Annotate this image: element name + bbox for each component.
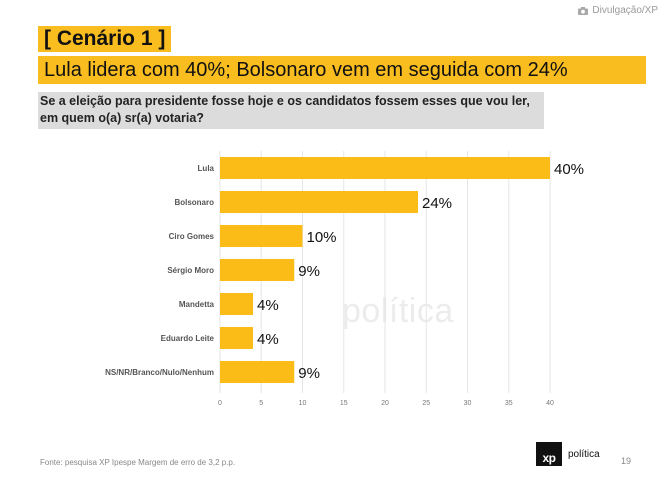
category-label: NS/NR/Branco/Nulo/Nenhum (105, 368, 214, 377)
bar (220, 259, 295, 281)
photo-credit: Divulgação/XP (578, 5, 658, 16)
watermark-text: política (342, 292, 454, 330)
category-label: Eduardo Leite (161, 334, 215, 343)
x-tick-label: 15 (340, 400, 348, 407)
data-label: 10% (307, 229, 337, 246)
xp-logo-mark: xp (536, 442, 562, 466)
bar-chart: 0 5 10 15 20 25 30 35 40 Lula 40% Bolsonaro 24% Ciro … (105, 151, 584, 407)
bar (220, 191, 418, 213)
x-tick-label: 5 (259, 400, 263, 407)
xp-logo-text: política (568, 448, 600, 460)
page-number: 19 (621, 456, 632, 466)
scenario-label: [ Cenário 1 ] (38, 26, 172, 52)
x-tick-label: 30 (464, 400, 472, 407)
survey-question: Se a eleição para presidente fosse hoje … (38, 92, 544, 129)
slide: [ Cenário 1 ] Lula lidera com 40%; Bolso… (0, 20, 672, 491)
x-tick-label: 10 (299, 400, 307, 407)
data-label: 24% (422, 195, 452, 212)
headline: Lula lidera com 40%; Bolsonaro vem em se… (38, 56, 646, 84)
credit-text: Divulgação/XP (592, 5, 658, 16)
x-tick-label: 20 (381, 400, 389, 407)
x-tick-label: 40 (546, 400, 554, 407)
bar (220, 225, 303, 247)
category-label: Ciro Gomes (169, 232, 215, 241)
bar (220, 327, 253, 349)
data-label: 4% (257, 297, 279, 314)
data-label: 9% (298, 263, 320, 280)
xp-logo: xp política (536, 442, 600, 466)
category-label: Sérgio Moro (167, 266, 214, 275)
category-label: Bolsonaro (174, 198, 214, 207)
category-label: Mandetta (179, 300, 215, 309)
bar (220, 157, 550, 179)
top-bar: Divulgação/XP (0, 0, 672, 20)
x-tick-label: 35 (505, 400, 513, 407)
bar (220, 361, 295, 383)
category-label: Lula (198, 164, 215, 173)
data-label: 9% (298, 365, 320, 382)
data-label: 40% (554, 161, 584, 178)
camera-icon (578, 6, 589, 15)
bar (220, 293, 253, 315)
source-note: Fonte: pesquisa XP Ipespe Margem de erro… (40, 458, 236, 467)
x-tick-label: 0 (218, 400, 222, 407)
x-tick-label: 25 (422, 400, 430, 407)
data-label: 4% (257, 331, 279, 348)
